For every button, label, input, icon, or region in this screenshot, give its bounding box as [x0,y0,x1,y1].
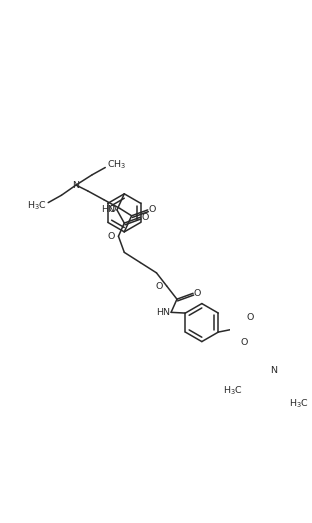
Text: O: O [107,232,115,241]
Text: HN: HN [156,308,170,317]
Text: N: N [271,366,277,374]
Text: O: O [156,281,163,290]
Text: H$_3$C: H$_3$C [27,199,47,212]
Text: HN: HN [101,206,115,214]
Text: O: O [149,206,156,214]
Text: O: O [246,313,253,322]
Text: O: O [109,204,116,214]
Text: H$_3$C: H$_3$C [223,384,243,397]
Text: O: O [241,338,248,347]
Text: O: O [194,289,201,298]
Text: N: N [72,180,80,189]
Text: H$_3$C: H$_3$C [289,397,308,410]
Text: CH$_3$: CH$_3$ [107,158,126,171]
Text: O: O [141,213,149,222]
